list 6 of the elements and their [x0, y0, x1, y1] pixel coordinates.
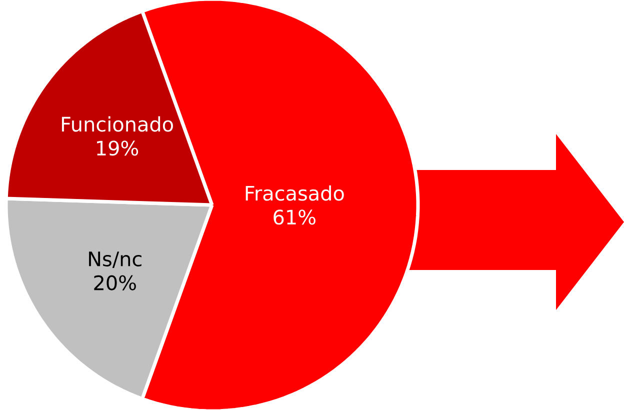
slice-label: Funcionado — [62, 116, 173, 132]
data-label: 20% — [94, 275, 136, 290]
data-label: 19% — [97, 140, 138, 156]
slice-label: Ns/nc — [89, 252, 142, 268]
slice-label: Fracasado — [246, 185, 344, 201]
data-label: 61% — [274, 210, 316, 225]
